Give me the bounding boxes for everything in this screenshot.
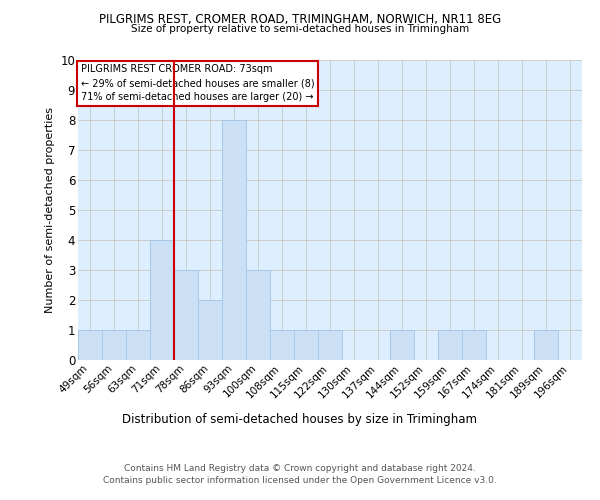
Text: Contains HM Land Registry data © Crown copyright and database right 2024.: Contains HM Land Registry data © Crown c…	[124, 464, 476, 473]
Bar	[294, 330, 318, 360]
Bar	[246, 270, 270, 360]
Bar	[270, 330, 294, 360]
Bar	[534, 330, 558, 360]
Bar	[462, 330, 486, 360]
Bar	[102, 330, 126, 360]
Text: Size of property relative to semi-detached houses in Trimingham: Size of property relative to semi-detach…	[131, 24, 469, 34]
Bar	[150, 240, 174, 360]
Bar	[126, 330, 150, 360]
Bar	[78, 330, 102, 360]
Bar	[222, 120, 246, 360]
Bar	[390, 330, 414, 360]
Bar	[198, 300, 222, 360]
Text: PILGRIMS REST, CROMER ROAD, TRIMINGHAM, NORWICH, NR11 8EG: PILGRIMS REST, CROMER ROAD, TRIMINGHAM, …	[99, 12, 501, 26]
Bar	[174, 270, 198, 360]
Y-axis label: Number of semi-detached properties: Number of semi-detached properties	[45, 107, 55, 313]
Text: Contains public sector information licensed under the Open Government Licence v3: Contains public sector information licen…	[103, 476, 497, 485]
Bar	[318, 330, 342, 360]
Text: Distribution of semi-detached houses by size in Trimingham: Distribution of semi-detached houses by …	[122, 412, 478, 426]
Bar	[438, 330, 462, 360]
Text: PILGRIMS REST CROMER ROAD: 73sqm
← 29% of semi-detached houses are smaller (8)
7: PILGRIMS REST CROMER ROAD: 73sqm ← 29% o…	[80, 64, 314, 102]
